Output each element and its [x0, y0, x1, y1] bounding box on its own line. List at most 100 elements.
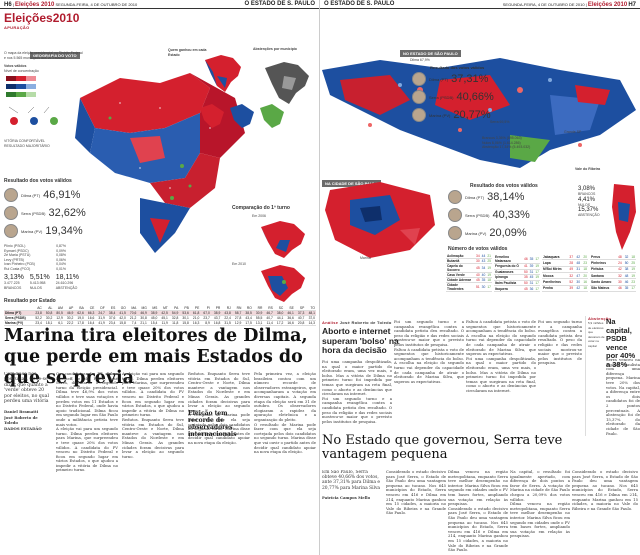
left-topbar: H6 | Eleições 2010 SEGUNDA-FEIRA, 4 DE O…	[0, 0, 319, 9]
district-value: 40	[480, 272, 487, 278]
results-title: Resultado dos votos válidos	[4, 178, 72, 184]
district-value: 44	[480, 254, 487, 259]
side-note: 5,9 milhões de eleitores que deixaram de…	[588, 321, 605, 348]
district-value: 34	[474, 254, 481, 259]
candidate-photo	[412, 72, 426, 86]
state-table-title: Resultado por Estado	[4, 298, 56, 304]
kicker: APURAÇÃO	[4, 25, 30, 30]
map-center-red	[130, 136, 165, 163]
district-subtable: Jabaquara 37 42 20 Lapa 28 48 23 M'Boi Mirim 49 31…	[542, 254, 588, 293]
district-value: 35	[622, 285, 630, 293]
map-north	[80, 73, 210, 133]
candidate-photo	[4, 188, 18, 202]
district-value: 18	[581, 266, 588, 273]
other-row: Zé Maria (PSTU) 0,08%	[4, 253, 66, 257]
district-value: 48	[574, 259, 582, 267]
district-value: 28	[567, 259, 575, 267]
state-row-marina: Marina (PV) 23,4 18,1 6,1 22,2 17,8 16,4 41,9 2…	[4, 320, 316, 326]
legend-label: VITÓRIA CONFORTÁVEL	[4, 139, 45, 143]
district-name: Cidade Tiradentes	[446, 282, 475, 292]
page-date: SEGUNDA-FEIRA, 4 DE OUTUBRO DE 2010	[502, 2, 585, 7]
city-candidate-marina: Marina (PV) 20,09%	[448, 226, 527, 240]
candidate-pct: 37,31%	[451, 73, 489, 85]
district-row: Lapa 28 48 23	[542, 259, 588, 267]
state-header-row: AC AL AM AP BA CE DF ES GO MA MG MS MT PA PB PE PI PR RJ RN…	[4, 306, 316, 311]
map-legend: Votos válidos Nível de concentração VITÓ…	[4, 64, 74, 148]
district-value: 42	[616, 266, 623, 273]
bottom-deck: Em São Paulo, Serra obteve 40,66% dos vo…	[322, 470, 381, 491]
district-name: Mooca	[542, 272, 568, 280]
candidate-pct: 20,09%	[489, 227, 527, 239]
total-item: 18,11% 24.610.296 ABSTENÇÃO	[55, 274, 79, 290]
district-value: 17	[629, 285, 636, 293]
district-value: 37	[567, 254, 575, 261]
map-southeast	[150, 153, 220, 208]
candidate-photo	[4, 206, 18, 220]
map-label: Vale do Ribeira	[575, 167, 601, 171]
district-value: 39	[528, 263, 535, 270]
district-value: 20	[581, 254, 588, 261]
capital-title: Na capital, PSDB vence por 40% a 38%	[606, 317, 636, 369]
district-row: Penha 39 42 18	[542, 285, 588, 293]
district-name: Guaianases	[494, 269, 523, 276]
district-name: Pinheiros	[590, 259, 617, 267]
district-subtable: Aclimação 34 44 21 Butantã 30 43 25 Capela do So…	[446, 254, 492, 292]
analysis-box: Análise José Roberto de Toledo Aborto e …	[322, 320, 412, 356]
paper-name: O ESTADO DE S. PAULO	[244, 1, 315, 7]
state-results: Resultado dos votos válidos	[430, 65, 484, 70]
city-zone-strip-map	[612, 184, 636, 250]
district-row: Capela do Socorro 45 34 19	[446, 263, 492, 273]
candidate-dilma: Dilma (PT) 46,91%	[4, 188, 80, 202]
district-name: Penha	[542, 285, 568, 293]
candidate-photo	[412, 108, 426, 122]
district-value: 19	[534, 263, 540, 270]
district-value: 51	[474, 282, 481, 292]
candidate-name: Marina (PV)	[465, 230, 487, 236]
candidate-pct: 38,14%	[487, 191, 525, 203]
total-item: 3,13% 3.477.225 BRANCOS	[4, 274, 24, 290]
district-row: Pinheiros 24 50 25	[590, 259, 636, 267]
candidate-name: Serra (PSDB)	[21, 210, 46, 216]
district-row: Perus 48 32 18	[590, 254, 636, 261]
district-value: 35	[522, 274, 529, 281]
city-side-stats: 3,08% BRANCOS 4,41% NULOS 15,37% ABSTENÇÃO	[578, 186, 600, 217]
legend-title: Votos válidos	[4, 64, 27, 68]
candidate-name: Dilma (PT)	[465, 194, 485, 200]
district-value: 49	[567, 266, 575, 273]
page-number: H6	[4, 2, 12, 8]
district-value: 30	[616, 278, 623, 286]
state-totals: Brancos 3,36% (895.063) Nulos 6,06% (1.61…	[482, 136, 531, 149]
sp-city-title: NA CIDADE DE SÃO PAULO	[322, 180, 382, 187]
section-name: Eleições 2010	[587, 2, 628, 8]
district-value: 30	[474, 258, 481, 264]
district-name: Cidade Ademar	[446, 277, 475, 283]
district-results-table: Aclimação 34 44 21 Butantã 30 43 25 Capela do So…	[446, 254, 638, 293]
district-value: 17	[534, 285, 540, 292]
candidate-pct: 40,66%	[456, 91, 494, 103]
district-value: 48	[616, 254, 623, 261]
state-candidate-serra: Serra (PSDB) 40,66%	[412, 90, 494, 104]
district-table-title: Número de votos válidos	[448, 246, 508, 252]
article-col-2: A eleição vai para um segundo turno. Dil…	[122, 372, 184, 459]
district-name: Jabaquara	[542, 254, 568, 261]
analysis-col-3: Faltou à candidata petista o voto de seg…	[466, 320, 536, 393]
bottom-col-3: Na capital, o resultado foi igualmente a…	[510, 470, 570, 539]
other-candidates: Plínio (PSOL) 0,87% Eymael (PSDC) 0,09% Zé…	[4, 244, 66, 271]
district-subtable: Perus 48 32 18 Pinheiros 24 50 25 Pirituba 42 38 19…	[590, 254, 636, 293]
district-row: Mooca 32 47 20	[542, 272, 588, 280]
district-name: Butantã	[446, 258, 475, 264]
district-name: Casa Verde	[446, 272, 475, 278]
city-candidate-dilma: Dilma (PT) 38,14%	[448, 190, 524, 204]
comparison-year: Em 2010	[232, 262, 247, 266]
analysis-kicker: Análise José Roberto de Toledo	[322, 320, 392, 325]
abstention-sidebar: Abstenção 5,9 milhões de eleitores que d…	[585, 316, 611, 436]
district-value: 32	[616, 272, 623, 280]
district-row: Butantã 30 43 25	[446, 258, 492, 264]
district-name: Capela do Socorro	[446, 263, 475, 273]
candidate-photo	[4, 224, 18, 238]
state-results-title: Resultado dos votos válidos	[430, 65, 485, 70]
district-value: 19	[534, 274, 540, 281]
district-name: Lapa	[542, 259, 568, 267]
right-topbar: O ESTADO DE S. PAULO SEGUNDA-FEIRA, 4 DE…	[320, 0, 640, 9]
article-col-3: Redutos. Enquanto Serra teve vitória em …	[188, 372, 250, 445]
